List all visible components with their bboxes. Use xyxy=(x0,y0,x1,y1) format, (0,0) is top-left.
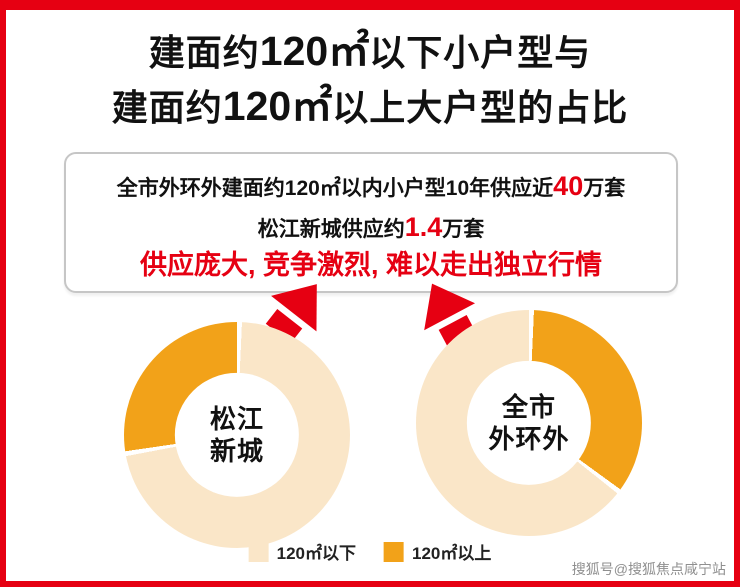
callout-warning-text: 供应庞大, 竞争激烈, 难以走出独立行情 xyxy=(139,250,602,280)
legend-item-below-120: 120㎡以下 xyxy=(248,539,356,564)
callout-line1-highlight-number: 40 xyxy=(553,171,584,201)
callout-line2-highlight-number: 1.4 xyxy=(404,211,443,242)
page-title: 建面约120㎡以下小户型与 建面约120㎡以上大户型的占比 xyxy=(6,24,734,135)
title-line1-pre: 建面约 xyxy=(148,32,260,73)
callout-line1-suffix: 万套 xyxy=(583,177,626,200)
donut-chart-songjiang: 松江 新城 xyxy=(124,322,350,548)
callout-line2-text: 松江新城供应约 xyxy=(257,217,405,241)
title-line1-post: 以下小户型与 xyxy=(369,32,592,73)
callout-line2-suffix: 万套 xyxy=(442,217,485,241)
callout-line-supply-songjiang: 松江新城供应约1.4万套 xyxy=(72,207,670,248)
callout-line1-text: 全市外环外建面约120㎡以内小户型10年供应近 xyxy=(116,177,554,200)
title-line2-post: 以上大户型的占比 xyxy=(332,87,629,129)
title-line2-number: 120㎡ xyxy=(222,83,333,130)
title-line2-pre: 建面约 xyxy=(111,87,223,129)
donut-center-label-citywide: 全市 外环外 xyxy=(488,391,570,454)
legend-label-above-120: 120㎡以上 xyxy=(412,544,492,563)
donut-hole: 全市 外环外 xyxy=(466,360,592,486)
legend-label-below-120: 120㎡以下 xyxy=(276,544,356,563)
donut-chart-citywide: 全市 外环外 xyxy=(416,310,642,536)
legend-item-above-120: 120㎡以上 xyxy=(384,539,491,564)
watermark: 搜狐号@搜狐焦点咸宁站 xyxy=(571,561,726,577)
title-line2: 建面约120㎡以上大户型的占比 xyxy=(6,79,734,134)
legend-swatch-above-120 xyxy=(384,541,404,562)
donut-hole: 松江 新城 xyxy=(174,372,300,498)
title-line1: 建面约120㎡以下小户型与 xyxy=(6,24,734,79)
callout-line-supply-citywide: 全市外环外建面约120㎡以内小户型10年供应近40万套 xyxy=(72,166,670,207)
title-line1-number: 120㎡ xyxy=(259,28,370,74)
donut-center-label-songjiang: 松江 新城 xyxy=(209,403,265,466)
callout-box: 全市外环外建面约120㎡以内小户型10年供应近40万套 松江新城供应约1.4万套… xyxy=(64,152,678,294)
legend-swatch-below-120 xyxy=(248,541,269,562)
legend: 120㎡以下 120㎡以上 xyxy=(248,539,491,564)
